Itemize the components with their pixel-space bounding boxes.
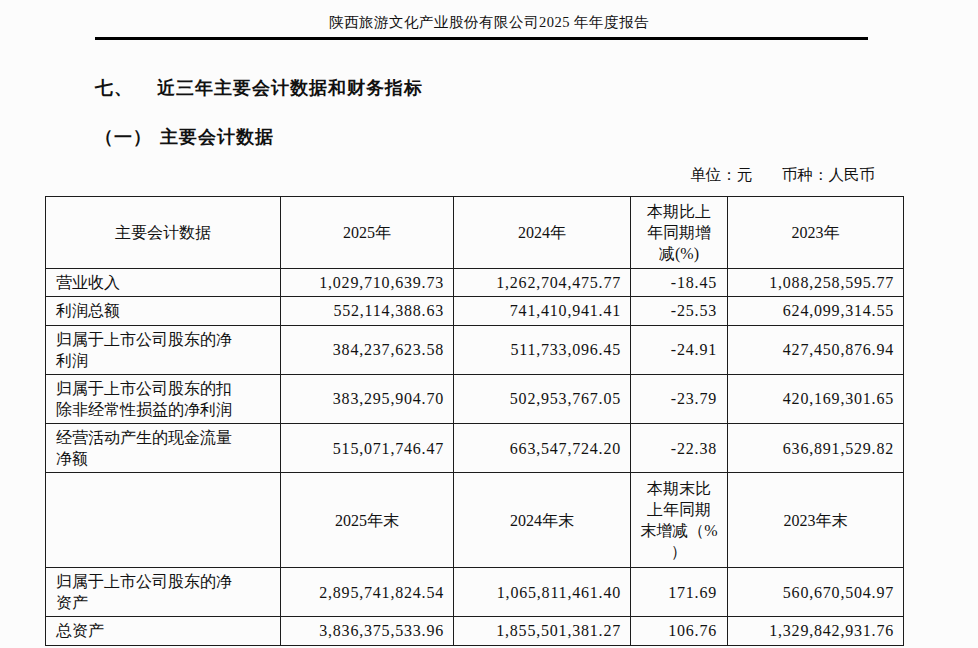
- col-header-pct-end-change: 本期末比 上年同期 末增减（% ）: [631, 473, 728, 568]
- row-label: 归属于上市公司股东的净利润: [46, 325, 281, 374]
- subsection-number: （一）: [95, 127, 152, 147]
- value-pct-change: -24.91: [631, 325, 728, 374]
- value-2025-end: 3,836,375,533.96: [281, 617, 454, 645]
- col-header-pct-change: 本期比上 年同期增 减(%): [631, 197, 728, 269]
- document-header-title: 陕西旅游文化产业股份有限公司2025 年年度报告: [0, 0, 978, 32]
- period-end-header-row: 2025年末 2024年末 本期末比 上年同期 末增减（% ） 2023年末: [46, 473, 904, 568]
- value-2024: 502,953,767.05: [454, 374, 631, 423]
- value-pct-end-change: 106.76: [631, 617, 728, 645]
- row-label: 经营活动产生的现金流量净额: [46, 423, 281, 472]
- subsection-heading: （一） 主要会计数据: [95, 125, 978, 149]
- value-2024: 511,733,096.45: [454, 325, 631, 374]
- table-row-net-profit-attributable: 归属于上市公司股东的净利润 384,237,623.58 511,733,096…: [46, 325, 904, 374]
- col-header-2024-end: 2024年末: [454, 473, 631, 568]
- row-label: 总资产: [46, 617, 281, 645]
- value-2024-end: 1,065,811,461.40: [454, 568, 631, 617]
- col-header-label-empty: [46, 473, 281, 568]
- unit-note: 单位：元 币种：人民币: [45, 165, 903, 186]
- row-label: 归属于上市公司股东的扣除非经常性损益的净利润: [46, 374, 281, 423]
- table-row-net-profit-excl-nonrecurring: 归属于上市公司股东的扣除非经常性损益的净利润 383,295,904.70 50…: [46, 374, 904, 423]
- section-number: 七、: [95, 78, 133, 98]
- value-2025-end: 2,895,741,824.54: [281, 568, 454, 617]
- unit-label: 单位：元: [690, 166, 752, 183]
- value-2023: 427,450,876.94: [728, 325, 904, 374]
- col-header-2023-end: 2023年末: [728, 473, 904, 568]
- col-header-2023: 2023年: [728, 197, 904, 269]
- period-header-row: 主要会计数据 2025年 2024年 本期比上 年同期增 减(%) 2023年: [46, 197, 904, 269]
- row-label: 利润总额: [46, 297, 281, 325]
- value-2024: 741,410,941.41: [454, 297, 631, 325]
- value-2023: 420,169,301.65: [728, 374, 904, 423]
- value-2024: 1,262,704,475.77: [454, 269, 631, 297]
- value-2024-end: 1,855,501,381.27: [454, 617, 631, 645]
- table-row-total-profit: 利润总额 552,114,388.63 741,410,941.41 -25.5…: [46, 297, 904, 325]
- table-row-net-assets-attributable: 归属于上市公司股东的净资产 2,895,741,824.54 1,065,811…: [46, 568, 904, 617]
- table-row-operating-revenue: 营业收入 1,029,710,639.73 1,262,704,475.77 -…: [46, 269, 904, 297]
- value-2023: 1,088,258,595.77: [728, 269, 904, 297]
- subsection-title: 主要会计数据: [160, 127, 274, 147]
- value-2023-end: 1,329,842,931.76: [728, 617, 904, 645]
- value-pct-change: -23.79: [631, 374, 728, 423]
- col-header-label: 主要会计数据: [46, 197, 281, 269]
- section-title: 近三年主要会计数据和财务指标: [157, 78, 423, 98]
- col-header-2025-end: 2025年末: [281, 473, 454, 568]
- value-pct-change: -25.53: [631, 297, 728, 325]
- report-page: 陕西旅游文化产业股份有限公司2025 年年度报告 七、 近三年主要会计数据和财务指…: [0, 0, 978, 648]
- table-row-total-assets: 总资产 3,836,375,533.96 1,855,501,381.27 10…: [46, 617, 904, 645]
- value-2023: 636,891,529.82: [728, 423, 904, 472]
- value-pct-change: -18.45: [631, 269, 728, 297]
- value-2025: 515,071,746.47: [281, 423, 454, 472]
- value-2025: 1,029,710,639.73: [281, 269, 454, 297]
- table-row-operating-cash-flow: 经营活动产生的现金流量净额 515,071,746.47 663,547,724…: [46, 423, 904, 472]
- row-label: 归属于上市公司股东的净资产: [46, 568, 281, 617]
- col-header-2025: 2025年: [281, 197, 454, 269]
- col-header-2024: 2024年: [454, 197, 631, 269]
- accounting-data-table: 主要会计数据 2025年 2024年 本期比上 年同期增 减(%) 2023年 …: [45, 196, 904, 646]
- section-heading: 七、 近三年主要会计数据和财务指标: [95, 76, 978, 100]
- value-pct-change: -22.38: [631, 423, 728, 472]
- header-divider-rule: [95, 37, 868, 40]
- value-2025: 384,237,623.58: [281, 325, 454, 374]
- value-2023: 624,099,314.55: [728, 297, 904, 325]
- value-2024: 663,547,724.20: [454, 423, 631, 472]
- row-label: 营业收入: [46, 269, 281, 297]
- value-2023-end: 560,670,504.97: [728, 568, 904, 617]
- value-pct-end-change: 171.69: [631, 568, 728, 617]
- value-2025: 383,295,904.70: [281, 374, 454, 423]
- currency-label: 币种：人民币: [782, 166, 875, 183]
- value-2025: 552,114,388.63: [281, 297, 454, 325]
